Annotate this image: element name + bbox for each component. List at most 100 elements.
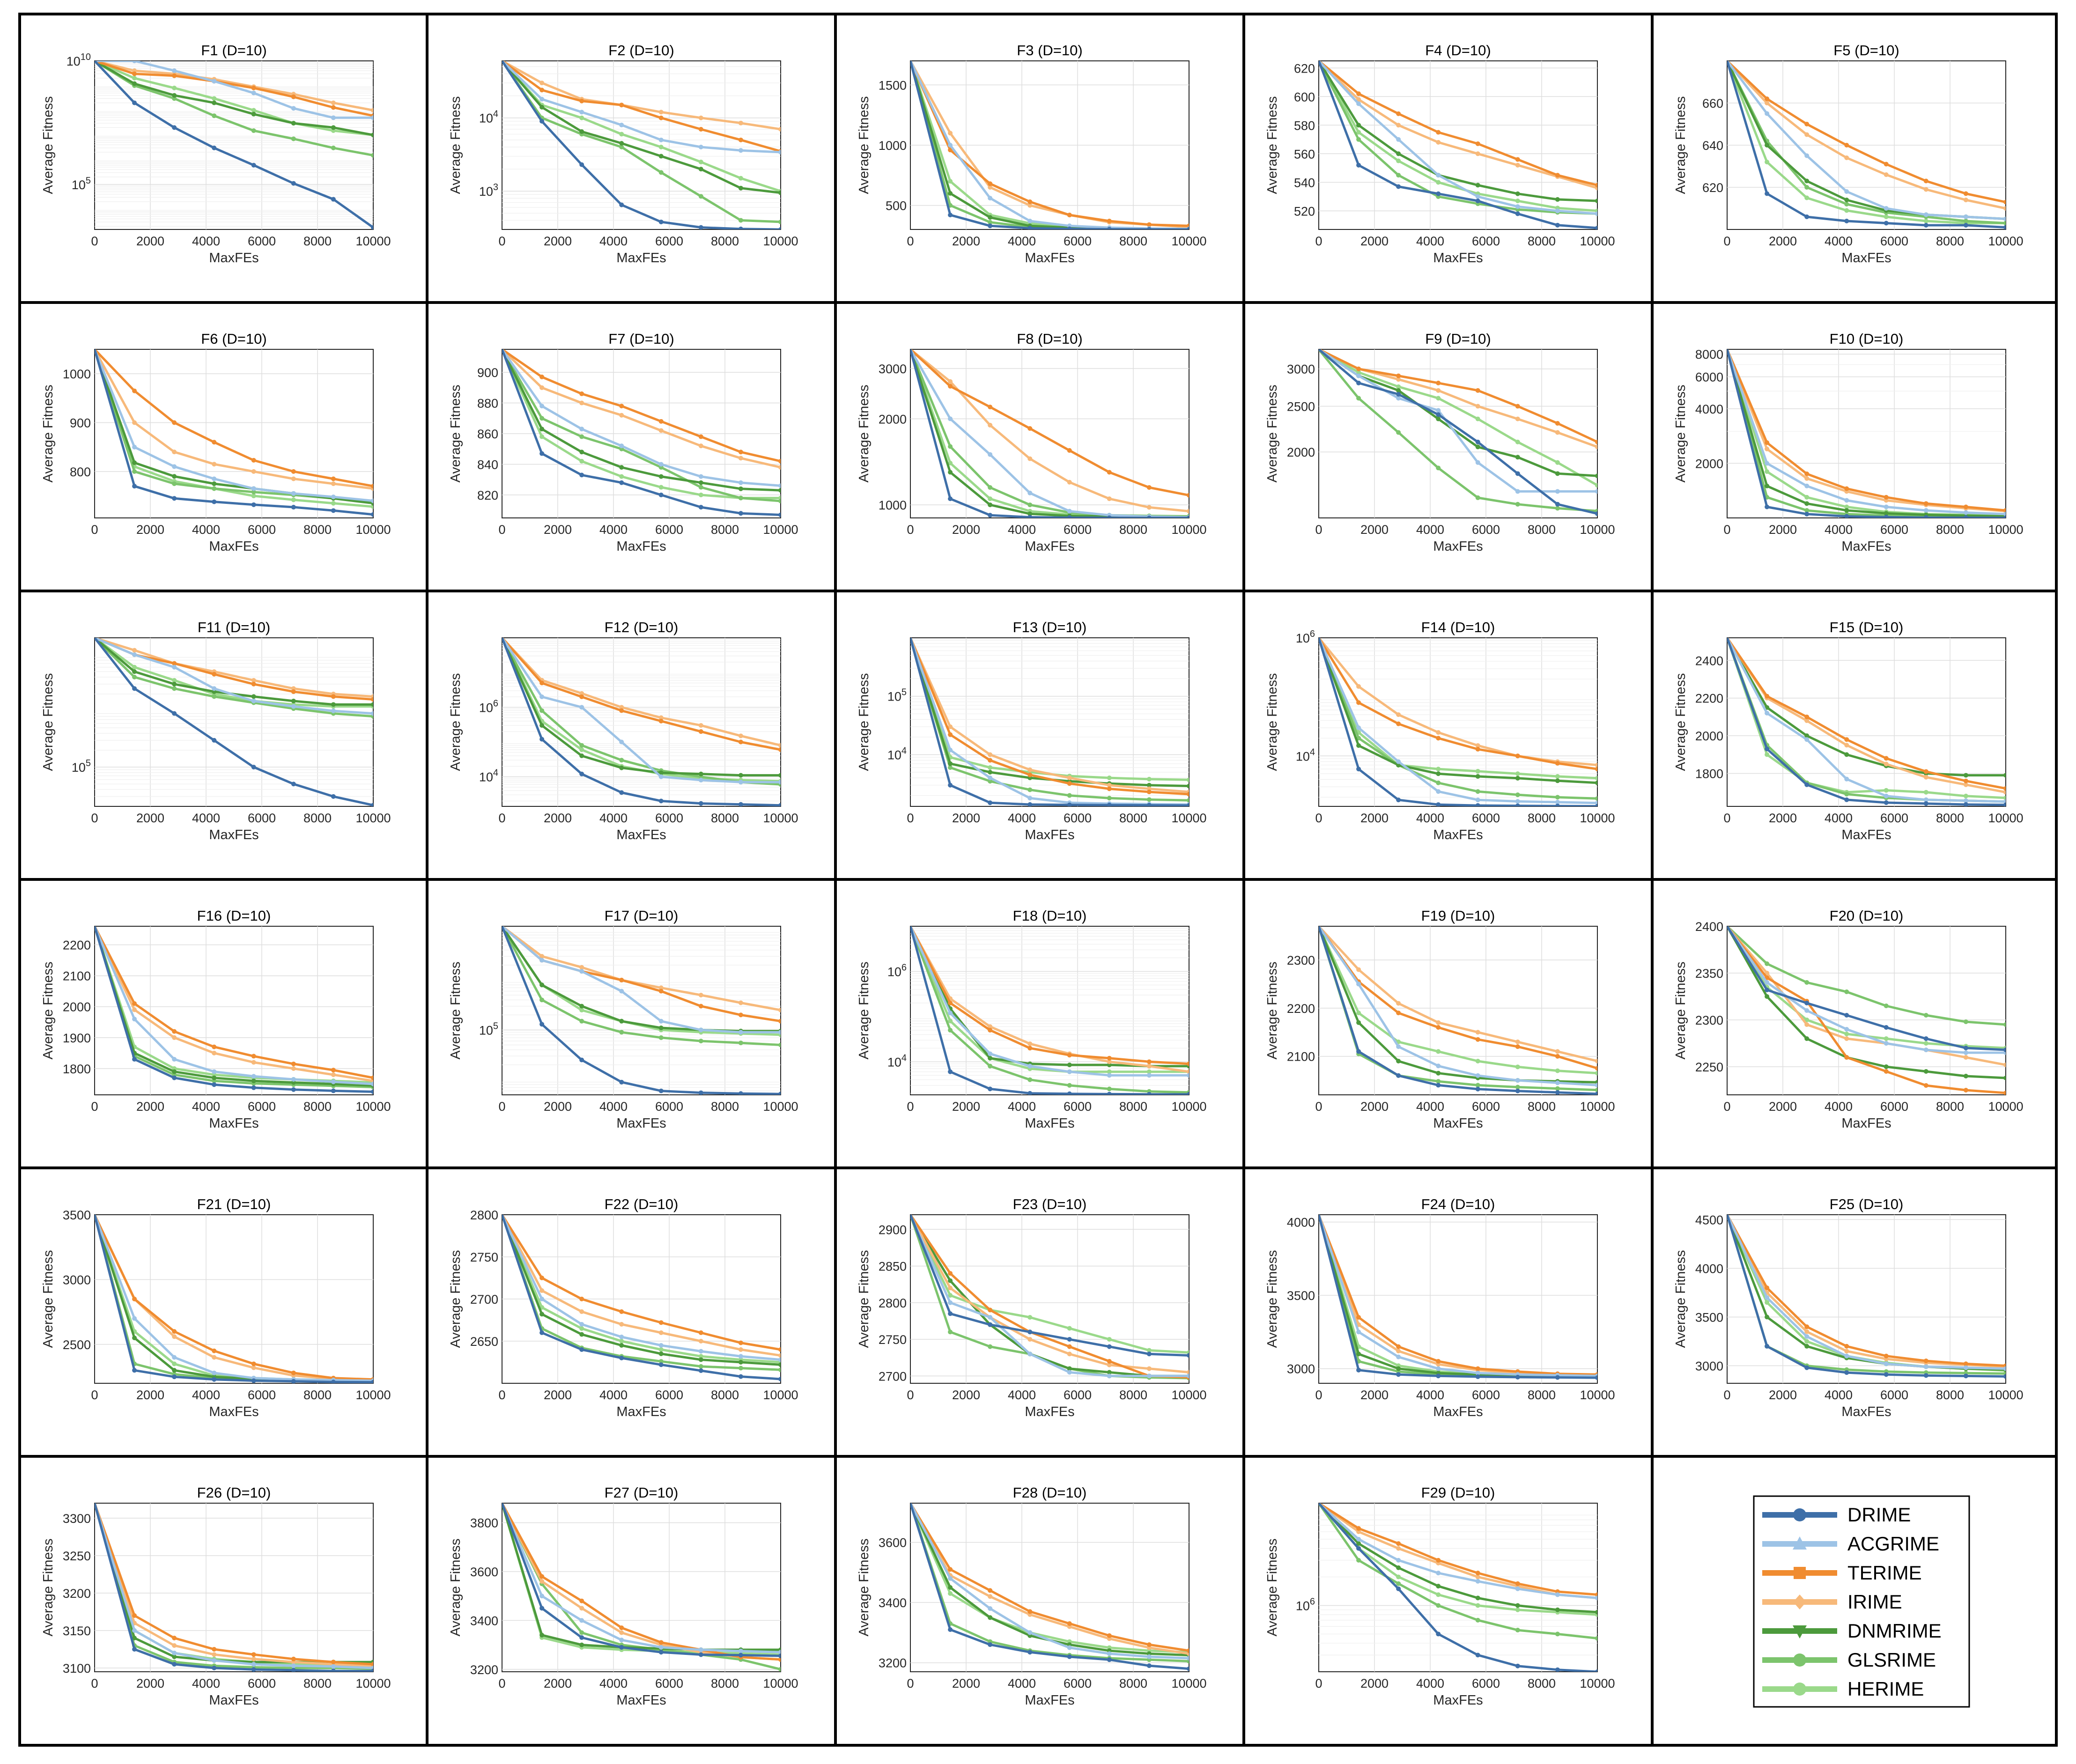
data-point-irime bbox=[1595, 1059, 1597, 1063]
data-point-dnmrime bbox=[738, 773, 743, 778]
data-point-acgrime bbox=[291, 491, 296, 496]
x-tick-label: 0 bbox=[1723, 1100, 1730, 1114]
series-line-drime bbox=[95, 349, 373, 516]
data-point-acgrime bbox=[1356, 101, 1361, 106]
series-line-herime bbox=[95, 61, 373, 136]
series-line-dnmrime bbox=[95, 926, 373, 1087]
x-tick-label: 0 bbox=[1315, 1676, 1322, 1690]
data-point-dnmrime bbox=[1555, 197, 1560, 202]
x-tick-label: 0 bbox=[91, 1388, 98, 1402]
data-point-terime bbox=[1356, 1526, 1361, 1531]
series-line-dnmrime bbox=[1319, 926, 1597, 1084]
data-point-dnmrime bbox=[1107, 1370, 1112, 1375]
data-point-acgrime bbox=[371, 711, 373, 716]
data-point-glsrime bbox=[1804, 185, 1810, 190]
series-line-irime bbox=[502, 1215, 781, 1357]
x-tick-label: 10000 bbox=[355, 811, 391, 825]
series-line-acgrime bbox=[1319, 61, 1597, 215]
x-tick-label: 6000 bbox=[248, 1676, 276, 1690]
x-tick-label: 4000 bbox=[192, 1100, 220, 1114]
data-point-terime bbox=[1067, 1621, 1072, 1626]
data-point-drime bbox=[619, 1645, 624, 1650]
subplot-25: 0 2000 4000 6000 8000 100003000350040004500F2… bbox=[1673, 1196, 2024, 1419]
data-point-acgrime bbox=[1107, 1073, 1112, 1078]
data-point-drime bbox=[988, 223, 993, 229]
series-line-dnmrime bbox=[95, 61, 373, 136]
data-point-dnmrime bbox=[1067, 1063, 1072, 1068]
series-line-drime bbox=[1727, 926, 2006, 1051]
data-point-terime bbox=[619, 708, 624, 713]
plot-area bbox=[502, 926, 781, 1095]
data-point-herime bbox=[579, 115, 584, 120]
data-point-drime bbox=[212, 1377, 217, 1382]
legend-label-drime: DRIME bbox=[1847, 1504, 1911, 1526]
x-tick-label: 10000 bbox=[763, 811, 798, 825]
x-tick-label: 2000 bbox=[544, 1388, 572, 1402]
y-tick-label: 2900 bbox=[879, 1223, 907, 1237]
data-point-drime bbox=[212, 145, 217, 150]
x-tick-label: 8000 bbox=[303, 234, 332, 248]
data-point-glsrime bbox=[738, 1365, 743, 1371]
data-point-drime bbox=[778, 512, 781, 517]
data-point-dnmrime bbox=[539, 982, 545, 988]
data-point-drime bbox=[1107, 1092, 1112, 1095]
data-point-terime bbox=[212, 1647, 217, 1652]
data-point-drime bbox=[371, 1668, 373, 1672]
data-point-herime bbox=[1107, 1069, 1112, 1074]
data-point-drime bbox=[1844, 514, 1849, 518]
data-point-drime bbox=[1146, 516, 1152, 518]
data-point-irime bbox=[738, 456, 743, 461]
data-point-terime bbox=[539, 88, 545, 93]
data-point-terime bbox=[1844, 143, 1849, 148]
data-point-acgrime bbox=[1475, 1371, 1480, 1376]
series-line-acgrime bbox=[95, 61, 373, 119]
data-point-terime bbox=[291, 1656, 296, 1661]
series-group bbox=[1727, 61, 2006, 229]
data-point-acgrime bbox=[251, 1074, 256, 1079]
series-line-acgrime bbox=[1727, 638, 2006, 803]
plot-title: F8 (D=10) bbox=[1017, 331, 1082, 347]
y-tick-label: 1900 bbox=[63, 1031, 91, 1045]
y-tick-label: 2700 bbox=[470, 1292, 498, 1306]
x-axis-label: MaxFEs bbox=[1841, 827, 1891, 842]
data-point-acgrime bbox=[698, 145, 703, 150]
series-line-glsrime bbox=[502, 926, 781, 1046]
data-point-drime bbox=[1475, 1086, 1480, 1092]
data-point-drime bbox=[579, 472, 584, 478]
series-line-acgrime bbox=[1319, 1503, 1597, 1599]
data-point-dnmrime bbox=[1595, 473, 1597, 479]
data-point-drime bbox=[698, 801, 703, 806]
data-point-drime bbox=[619, 790, 624, 795]
data-point-dnmrime bbox=[698, 1357, 703, 1362]
data-point-drime bbox=[539, 1022, 545, 1027]
series-line-herime bbox=[1319, 1503, 1597, 1616]
data-point-acgrime bbox=[1923, 1048, 1928, 1052]
data-point-acgrime bbox=[132, 444, 137, 450]
series-line-irime bbox=[502, 349, 781, 469]
data-point-glsrime bbox=[212, 486, 217, 491]
data-point-acgrime bbox=[948, 416, 953, 421]
series-line-drime bbox=[910, 638, 1189, 806]
data-point-irime bbox=[132, 648, 137, 653]
data-point-acgrime bbox=[619, 739, 624, 745]
data-point-terime bbox=[1027, 1046, 1033, 1051]
data-point-terime bbox=[172, 73, 177, 78]
data-point-dnmrime bbox=[251, 111, 256, 117]
y-axis-label: Average Fitness bbox=[857, 1250, 872, 1348]
x-tick-label: 10000 bbox=[355, 1676, 391, 1690]
series-line-dnmrime bbox=[1319, 638, 1597, 784]
data-point-glsrime bbox=[619, 145, 624, 150]
data-point-terime bbox=[579, 1598, 584, 1603]
data-point-dnmrime bbox=[1436, 1584, 1441, 1589]
data-point-herime bbox=[251, 494, 256, 499]
data-point-glsrime bbox=[331, 145, 336, 150]
data-point-drime bbox=[1187, 1353, 1189, 1358]
y-tick-label: 1010 bbox=[66, 52, 91, 68]
data-point-glsrime bbox=[778, 219, 781, 224]
data-point-herime bbox=[1475, 1059, 1480, 1063]
x-axis-label: MaxFEs bbox=[616, 1404, 666, 1419]
y-axis-label: Average Fitness bbox=[1265, 384, 1280, 482]
series-line-terime bbox=[1319, 61, 1597, 186]
y-tick-label: 580 bbox=[1294, 118, 1315, 133]
